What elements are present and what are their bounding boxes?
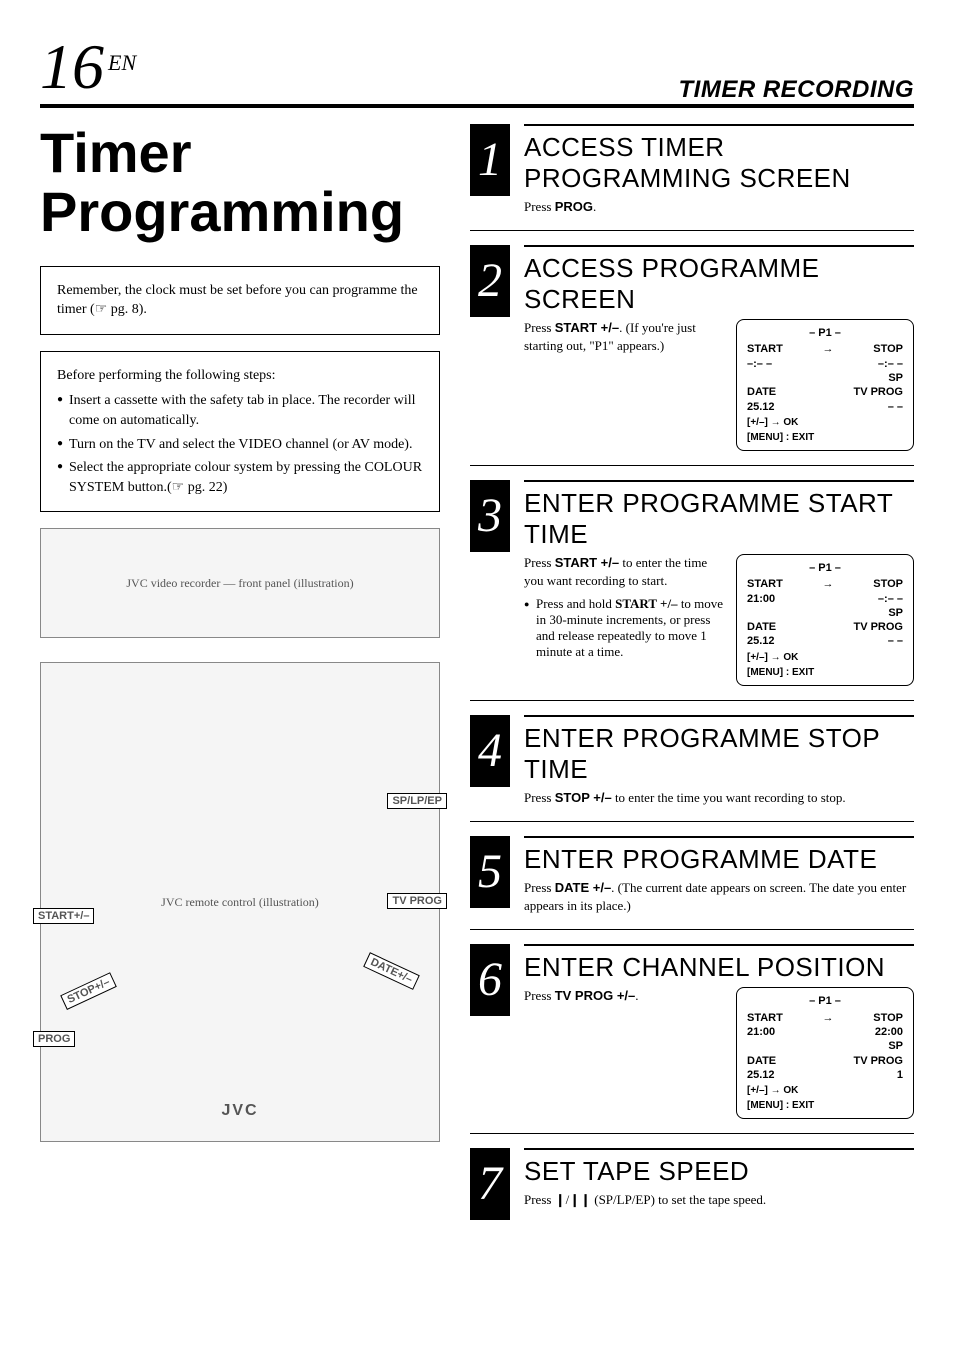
osd-tvprog-value: – – bbox=[853, 634, 903, 648]
step-7: 7 SET TAPE SPEED Press ❙/❙❙ (SP/LP/EP) t… bbox=[470, 1148, 914, 1234]
step-body: Press STOP +/– to enter the time you wan… bbox=[524, 789, 914, 807]
osd-screen: – P1 – START21:00 → STOP–:– – SP DATE25.… bbox=[736, 554, 914, 686]
remote-illustration: JVC remote control (illustration) SP/LP/… bbox=[40, 662, 440, 1142]
osd-tvprog-value: – – bbox=[853, 400, 903, 414]
arrow-icon: → bbox=[818, 1011, 838, 1040]
prep-intro: Before performing the following steps: bbox=[57, 368, 276, 383]
osd-tvprog-label: TV PROG bbox=[853, 620, 903, 634]
osd-start-label: START bbox=[747, 577, 783, 591]
step-number: 1 bbox=[470, 124, 510, 196]
osd-start-value: –:– – bbox=[747, 357, 783, 371]
step-note: Press and hold START +/– to move in 30-m… bbox=[524, 596, 724, 660]
osd-date-label: DATE bbox=[747, 1054, 776, 1068]
prep-box: Before performing the following steps: I… bbox=[40, 351, 440, 513]
step-body: Press ❙/❙❙ (SP/LP/EP) to set the tape sp… bbox=[524, 1191, 914, 1209]
step-title: ACCESS PROGRAMME SCREEN bbox=[524, 245, 914, 315]
remote-illustration-label: JVC remote control (illustration) bbox=[161, 895, 319, 910]
page-number-value: 16 bbox=[40, 31, 104, 102]
step-number: 7 bbox=[470, 1148, 510, 1220]
vcr-illustration-label: JVC video recorder — front panel (illust… bbox=[126, 576, 353, 591]
step-title: ACCESS TIMER PROGRAMMING SCREEN bbox=[524, 124, 914, 194]
osd-hint-exit: [MENU] : EXIT bbox=[747, 1099, 903, 1112]
step-3: 3 ENTER PROGRAMME START TIME Press START… bbox=[470, 480, 914, 701]
step-number: 5 bbox=[470, 836, 510, 908]
osd-sp: SP bbox=[888, 606, 903, 620]
step-title: ENTER PROGRAMME START TIME bbox=[524, 480, 914, 550]
section-title: TIMER RECORDING bbox=[679, 76, 915, 104]
callout-stoppm: STOP+/– bbox=[60, 972, 117, 1010]
osd-program: – P1 – bbox=[747, 994, 903, 1008]
page-title: Timer Programming bbox=[40, 124, 440, 242]
prep-item: Turn on the TV and select the VIDEO chan… bbox=[57, 435, 423, 455]
page-number: 16EN bbox=[40, 30, 136, 104]
osd-date-label: DATE bbox=[747, 385, 776, 399]
osd-start-value: 21:00 bbox=[747, 592, 783, 606]
osd-stop-value: –:– – bbox=[873, 592, 903, 606]
osd-date-value: 25.12 bbox=[747, 634, 776, 648]
osd-start-label: START bbox=[747, 342, 783, 356]
step-5: 5 ENTER PROGRAMME DATE Press DATE +/–. (… bbox=[470, 836, 914, 930]
callout-prog: PROG bbox=[33, 1031, 75, 1047]
osd-date-label: DATE bbox=[747, 620, 776, 634]
vcr-illustration: JVC video recorder — front panel (illust… bbox=[40, 528, 440, 638]
osd-screen: – P1 – START–:– – → STOP–:– – SP DATE25.… bbox=[736, 319, 914, 451]
arrow-icon: → bbox=[818, 577, 838, 606]
osd-sp: SP bbox=[888, 1039, 903, 1053]
step-title: SET TAPE SPEED bbox=[524, 1148, 914, 1187]
step-number: 2 bbox=[470, 245, 510, 317]
osd-tvprog-label: TV PROG bbox=[853, 385, 903, 399]
left-column: Timer Programming Remember, the clock mu… bbox=[40, 124, 440, 1248]
callout-tvprog: TV PROG bbox=[387, 893, 447, 909]
osd-tvprog-label: TV PROG bbox=[853, 1054, 903, 1068]
osd-hint-exit: [MENU] : EXIT bbox=[747, 666, 903, 679]
osd-hint-ok: [+/–] → OK bbox=[747, 416, 903, 429]
steps-column: 1 ACCESS TIMER PROGRAMMING SCREEN Press … bbox=[470, 124, 914, 1248]
step-title: ENTER PROGRAMME DATE bbox=[524, 836, 914, 875]
step-1: 1 ACCESS TIMER PROGRAMMING SCREEN Press … bbox=[470, 124, 914, 231]
osd-stop-value: –:– – bbox=[873, 357, 903, 371]
osd-screen: – P1 – START21:00 → STOP22:00 SP DATE25.… bbox=[736, 987, 914, 1119]
osd-hint-ok: [+/–] → OK bbox=[747, 651, 903, 664]
osd-hint-ok: [+/–] → OK bbox=[747, 1084, 903, 1097]
callout-startpm: START+/– bbox=[33, 908, 94, 924]
arrow-icon: → bbox=[818, 342, 838, 371]
step-body: Press START +/– to enter the time you wa… bbox=[524, 554, 724, 590]
prep-item: Select the appropriate colour system by … bbox=[57, 458, 423, 497]
osd-stop-label: STOP bbox=[873, 577, 903, 591]
osd-stop-label: STOP bbox=[873, 342, 903, 356]
osd-tvprog-value: 1 bbox=[853, 1068, 903, 1082]
header-rule bbox=[40, 104, 914, 108]
reminder-text: Remember, the clock must be set before y… bbox=[57, 283, 418, 318]
step-body: Press PROG. bbox=[524, 198, 914, 216]
step-body: Press DATE +/–. (The current date appear… bbox=[524, 879, 914, 915]
step-2: 2 ACCESS PROGRAMME SCREEN Press START +/… bbox=[470, 245, 914, 466]
callout-splpep: SP/LP/EP bbox=[387, 793, 447, 809]
osd-program: – P1 – bbox=[747, 326, 903, 340]
osd-date-value: 25.12 bbox=[747, 400, 776, 414]
osd-sp: SP bbox=[888, 371, 903, 385]
osd-stop-label: STOP bbox=[873, 1011, 903, 1025]
osd-stop-value: 22:00 bbox=[873, 1025, 903, 1039]
page-header: 16EN TIMER RECORDING bbox=[40, 30, 914, 108]
osd-start-value: 21:00 bbox=[747, 1025, 783, 1039]
step-body: Press TV PROG +/–. bbox=[524, 987, 724, 1005]
reminder-box: Remember, the clock must be set before y… bbox=[40, 266, 440, 335]
step-number: 4 bbox=[470, 715, 510, 787]
step-4: 4 ENTER PROGRAMME STOP TIME Press STOP +… bbox=[470, 715, 914, 822]
osd-program: – P1 – bbox=[747, 561, 903, 575]
remote-brand: JVC bbox=[217, 1101, 262, 1121]
step-number: 6 bbox=[470, 944, 510, 1016]
page-lang-tag: EN bbox=[108, 50, 136, 75]
osd-hint-exit: [MENU] : EXIT bbox=[747, 431, 903, 444]
step-6: 6 ENTER CHANNEL POSITION Press TV PROG +… bbox=[470, 944, 914, 1134]
callout-datepm: DATE+/– bbox=[363, 953, 419, 991]
step-title: ENTER PROGRAMME STOP TIME bbox=[524, 715, 914, 785]
step-body: Press START +/–. (If you're just startin… bbox=[524, 319, 724, 355]
prep-item: Insert a cassette with the safety tab in… bbox=[57, 391, 423, 430]
step-title: ENTER CHANNEL POSITION bbox=[524, 944, 914, 983]
osd-date-value: 25.12 bbox=[747, 1068, 776, 1082]
osd-start-label: START bbox=[747, 1011, 783, 1025]
step-number: 3 bbox=[470, 480, 510, 552]
